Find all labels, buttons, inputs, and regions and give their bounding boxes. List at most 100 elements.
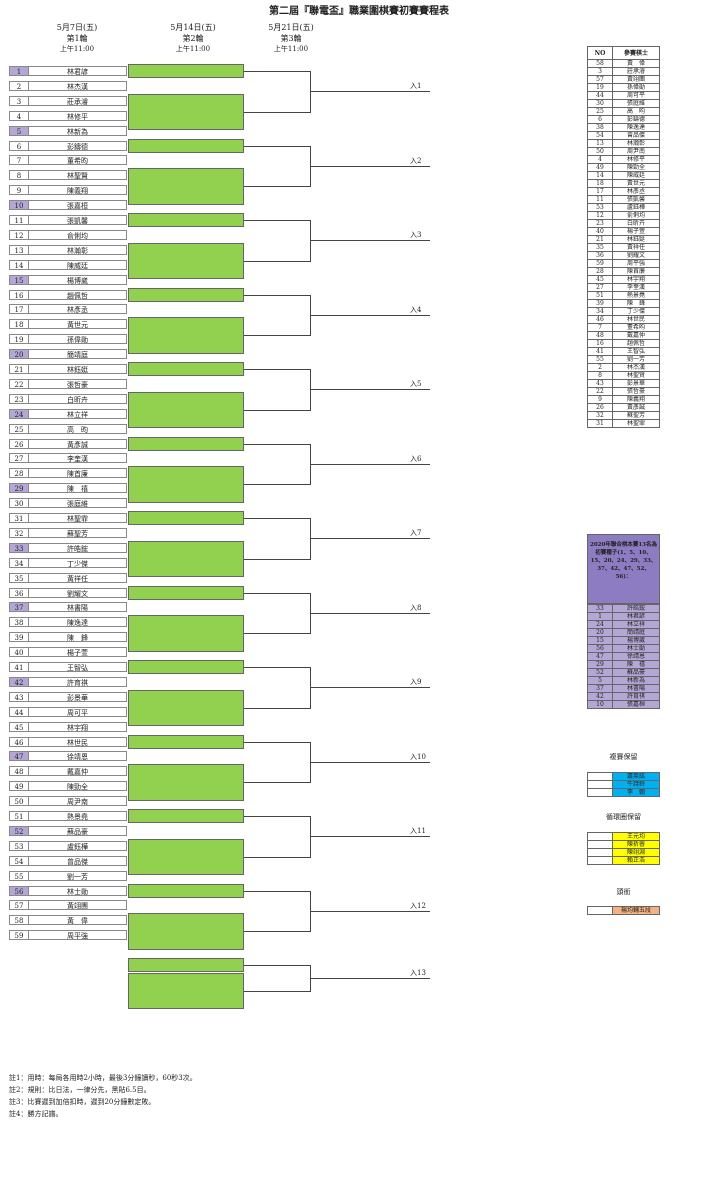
round-time: 上午11:00 [59,45,95,53]
table-row: 24 林立祥 [587,620,660,629]
player-number: 45 [9,721,29,732]
name-cell: 盧鈺樺 [612,203,660,212]
table-row: 49 陳勁全 [587,163,660,172]
bracket-line [310,761,430,763]
name-cell: 林立祥 [612,620,660,629]
number-cell: 21 [587,235,613,244]
bracket-line [244,294,310,296]
number-cell: 26 [587,403,613,412]
name-cell: 林士勛 [612,644,660,653]
table-row: 楊均輔五段 [587,906,660,915]
table-row: 14 陳威廷 [587,171,660,180]
player-number: 22 [9,378,29,389]
number-cell: 53 [587,203,613,212]
table-row: 28 陳首廉 [587,267,660,276]
player-number: 48 [9,766,29,777]
player-number: 29 [9,483,29,494]
name-cell: 李 翰 [612,788,660,797]
number-cell: 3 [587,67,613,76]
player-name: 林宇翔 [29,721,127,732]
number-cell: 24 [587,620,613,629]
number-cell: 13 [587,139,613,148]
table-row: 31 林聖霏 [587,419,660,428]
round2-match-cell [128,511,244,525]
table-row: 23 白昕卉 [587,219,660,228]
name-cell: 許育祺 [612,692,660,701]
round2-match-cell [128,838,244,876]
player-number: 33 [9,542,29,553]
table-row: 52 蘇品豪 [587,668,660,677]
player-number: 54 [9,855,29,866]
player-name: 林杰漢 [29,80,127,91]
player-name: 楊子萱 [29,647,127,658]
round2-match-cell [128,213,244,227]
bracket-line [244,782,310,784]
round2-match-cell [128,64,244,78]
page-title: 第二屆『聯電盃』職業圍棋賽初賽賽程表 [269,6,449,17]
champion-table: 楊均輔五段 [587,906,660,915]
number-cell: 51 [587,291,613,300]
player-number: 30 [9,498,29,509]
player-name: 黃翊團 [29,900,127,911]
table-row: 13 林瀚彰 [587,139,660,148]
number-cell: 28 [587,267,613,276]
name-cell: 周尹南 [612,147,660,156]
player-number: 20 [9,349,29,360]
player-name: 許育祺 [29,676,127,687]
table-row: 21 林鈺娗 [587,235,660,244]
name-cell: 王智弘 [612,347,660,356]
player-number: 52 [9,825,29,836]
player-number: 42 [9,676,29,687]
player-name: 莊承濬 [29,95,127,106]
player-number: 47 [9,751,29,762]
player-number: 21 [9,364,29,374]
player-number: 40 [9,647,29,658]
bracket-line [310,463,430,465]
advance-label: 入4 [410,305,422,314]
round-name: 第3輪 [280,34,302,43]
round2-match-cell [128,913,244,950]
final-reserved-label: 複賽保留 [609,753,638,761]
table-row: 42 許育祺 [587,692,660,701]
number-cell: 9 [587,395,613,404]
name-cell: 林宇翔 [612,275,660,284]
player-name: 陳逸達 [29,617,127,628]
table-row: 8 林聖賢 [587,371,660,380]
bracket-line [310,687,430,689]
player-number: 3 [9,95,29,106]
player-number: 14 [9,259,29,270]
player-number: 10 [9,200,29,211]
table-row: 47 徐靖恩 [587,652,660,661]
player-number: 46 [9,736,29,747]
name-cell: 曾品傑 [612,131,660,140]
table-row: 38 陳逸達 [587,123,660,132]
table-row: 李 翰 [587,788,660,797]
name-cell: 林聖賢 [612,371,660,380]
name-cell: 張庭維 [612,99,660,108]
name-cell: 彭鑄德 [612,115,660,124]
blank-cell [587,772,613,781]
round-time: 上午11:00 [273,45,309,53]
bracket-line [244,518,310,519]
bracket-line [310,165,430,167]
table-row: 19 孫偉勛 [587,83,660,92]
round2-match-cell [128,764,244,801]
player-number: 49 [9,781,29,792]
round-date: 5月21日(五) [268,23,314,32]
name-cell: 劉耀文 [612,251,660,260]
table-row: 46 林世民 [587,315,660,324]
advance-label: 入7 [410,529,422,538]
blank-cell [587,788,613,797]
number-cell: 59 [587,259,613,268]
round2-match-cell [128,168,244,205]
header-no: NO [587,46,613,60]
name-cell: 林新為 [612,676,660,685]
number-cell: 34 [587,307,613,316]
seeds-box-title: 2020年聯合棋本賽13名為初賽種子(1、5、10、15、20、24、29、33… [587,534,660,604]
note-3: 註3：比賽遲到加倍扣時，遲到20分鐘數定敗。 [9,1098,156,1106]
number-cell: 45 [587,275,613,284]
player-name: 楊博崴 [29,274,127,285]
advance-label: 入1 [410,82,422,91]
table-row: 12 俞俐均 [587,211,660,220]
player-name: 周尹南 [29,796,127,807]
